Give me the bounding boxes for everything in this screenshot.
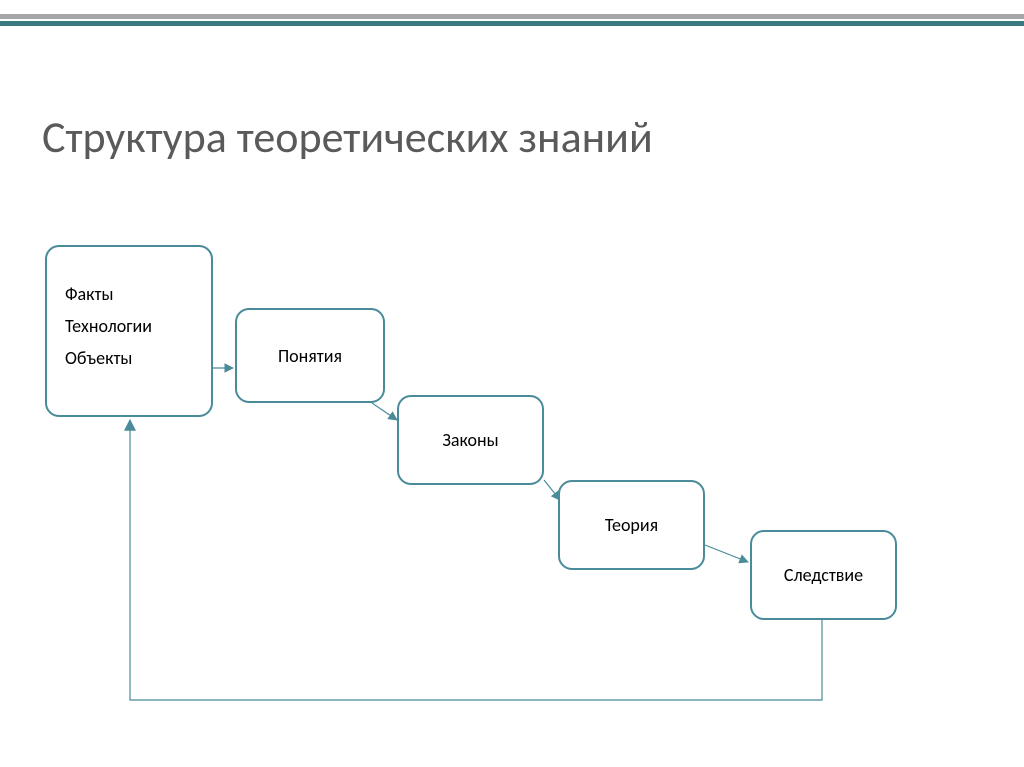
node-theory: Теория (558, 480, 705, 570)
node-label: Законы (442, 429, 498, 451)
page-title: Структура теоретических знаний (42, 110, 653, 164)
node-label: Теория (605, 514, 658, 536)
slide: { "layout": { "width": 1024, "height": 7… (0, 0, 1024, 767)
node-label: Факты (65, 283, 113, 305)
node-label: Следствие (784, 564, 863, 586)
node-concepts: Понятия (235, 308, 385, 403)
node-label: Понятия (278, 345, 342, 367)
node-facts: Факты Технологии Объекты (45, 245, 213, 417)
top-decorative-bars (0, 14, 1024, 28)
node-laws: Законы (397, 395, 544, 485)
node-label: Технологии (65, 315, 152, 337)
node-label: Объекты (65, 347, 132, 369)
top-bar-teal (0, 21, 1024, 26)
top-bar-gray (0, 14, 1024, 19)
node-consequence: Следствие (750, 530, 897, 620)
